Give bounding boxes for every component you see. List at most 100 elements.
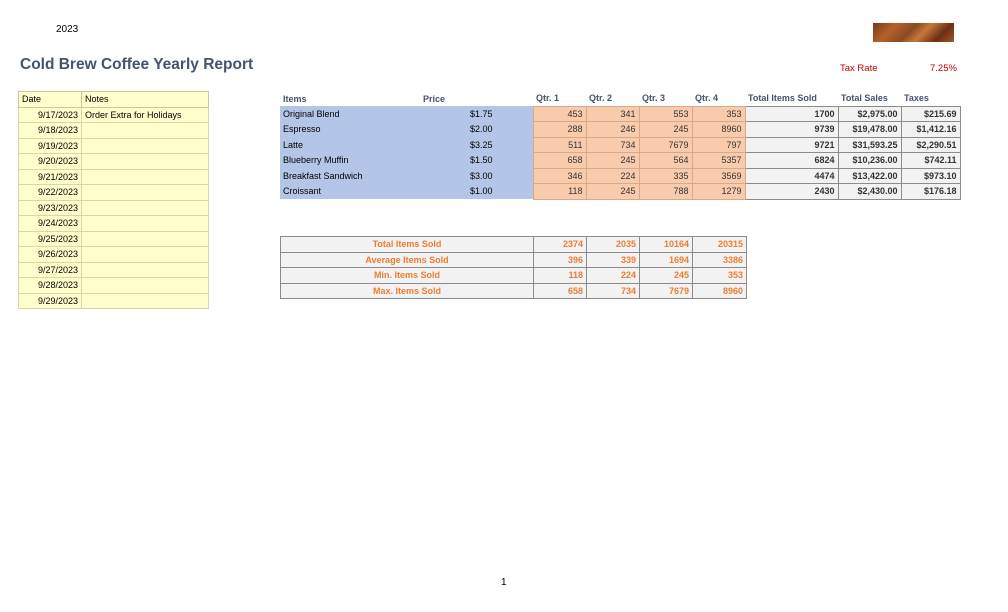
summary-qtr4-cell[interactable]: 8960	[692, 282, 747, 299]
notes-cell[interactable]	[81, 261, 209, 278]
qtr1-cell[interactable]: 288	[532, 121, 587, 138]
qtr4-cell[interactable]: 3569	[691, 167, 746, 184]
notes-cell[interactable]	[81, 246, 209, 263]
summary-qtr2-cell[interactable]: 224	[586, 267, 640, 284]
summary-qtr3-cell[interactable]: 245	[639, 267, 693, 284]
total-sales-cell[interactable]: $19,478.00	[837, 121, 902, 138]
date-cell[interactable]: 9/25/2023	[18, 230, 82, 247]
price-cell[interactable]: $1.50	[420, 152, 533, 168]
summary-qtr2-cell[interactable]: 734	[586, 282, 640, 299]
notes-cell[interactable]	[81, 292, 209, 309]
notes-cell[interactable]	[81, 168, 209, 185]
qtr1-cell[interactable]: 658	[532, 152, 587, 169]
date-cell[interactable]: 9/21/2023	[18, 168, 82, 185]
date-cell[interactable]: 9/19/2023	[18, 137, 82, 154]
notes-cell[interactable]	[81, 153, 209, 170]
item-name-cell[interactable]: Breakfast Sandwich	[280, 168, 420, 184]
notes-cell[interactable]	[81, 184, 209, 201]
summary-qtr1-cell[interactable]: 118	[533, 267, 587, 284]
qtr2-cell[interactable]: 734	[585, 136, 640, 153]
qtr3-cell[interactable]: 7679	[638, 136, 693, 153]
summary-label-cell[interactable]: Total Items Sold	[280, 236, 534, 253]
summary-qtr3-cell[interactable]: 1694	[639, 251, 693, 268]
total-items-cell[interactable]: 9721	[744, 136, 839, 153]
total-sales-cell[interactable]: $31,593.25	[837, 136, 902, 153]
notes-cell[interactable]	[81, 215, 209, 232]
taxes-cell[interactable]: $215.69	[900, 105, 961, 122]
price-cell[interactable]: $1.00	[420, 183, 533, 199]
total-items-cell[interactable]: 1700	[744, 105, 839, 122]
total-items-cell[interactable]: 6824	[744, 152, 839, 169]
price-cell[interactable]: $1.75	[420, 106, 533, 122]
qtr3-cell[interactable]: 335	[638, 167, 693, 184]
qtr2-cell[interactable]: 246	[585, 121, 640, 138]
date-cell[interactable]: 9/23/2023	[18, 199, 82, 216]
date-cell[interactable]: 9/26/2023	[18, 246, 82, 263]
item-name-cell[interactable]: Blueberry Muffin	[280, 152, 420, 168]
qtr4-cell[interactable]: 353	[691, 105, 746, 122]
summary-qtr3-cell[interactable]: 10164	[639, 236, 693, 253]
price-cell[interactable]: $3.00	[420, 168, 533, 184]
notes-cell[interactable]	[81, 122, 209, 139]
qtr2-cell[interactable]: 245	[585, 152, 640, 169]
taxes-cell[interactable]: $742.11	[900, 152, 961, 169]
date-cell[interactable]: 9/29/2023	[18, 292, 82, 309]
item-name-cell[interactable]: Latte	[280, 137, 420, 153]
date-cell[interactable]: 9/18/2023	[18, 122, 82, 139]
total-sales-cell[interactable]: $10,236.00	[837, 152, 902, 169]
notes-cell[interactable]: Order Extra for Holidays	[81, 106, 209, 123]
taxes-cell[interactable]: $1,412.16	[900, 121, 961, 138]
summary-qtr4-cell[interactable]: 353	[692, 267, 747, 284]
qtr1-cell[interactable]: 453	[532, 105, 587, 122]
qtr3-cell[interactable]: 245	[638, 121, 693, 138]
price-cell[interactable]: $2.00	[420, 121, 533, 137]
summary-label-cell[interactable]: Average Items Sold	[280, 251, 534, 268]
total-items-cell[interactable]: 2430	[744, 183, 839, 200]
date-cell[interactable]: 9/20/2023	[18, 153, 82, 170]
total-sales-cell[interactable]: $2,430.00	[837, 183, 902, 200]
total-sales-cell[interactable]: $2,975.00	[837, 105, 902, 122]
tax-rate-value[interactable]: 7.25%	[930, 63, 957, 74]
date-cell[interactable]: 9/28/2023	[18, 277, 82, 294]
qtr4-cell[interactable]: 797	[691, 136, 746, 153]
summary-qtr2-cell[interactable]: 2035	[586, 236, 640, 253]
coffee-beans-image[interactable]	[873, 23, 954, 42]
summary-qtr4-cell[interactable]: 20315	[692, 236, 747, 253]
date-cell[interactable]: 9/24/2023	[18, 215, 82, 232]
qtr1-cell[interactable]: 346	[532, 167, 587, 184]
qtr3-cell[interactable]: 553	[638, 105, 693, 122]
summary-label-cell[interactable]: Min. Items Sold	[280, 267, 534, 284]
date-cell[interactable]: 9/17/2023	[18, 106, 82, 123]
item-name-cell[interactable]: Original Blend	[280, 106, 420, 122]
summary-qtr1-cell[interactable]: 396	[533, 251, 587, 268]
summary-qtr1-cell[interactable]: 2374	[533, 236, 587, 253]
qtr1-cell[interactable]: 118	[532, 183, 587, 200]
qtr2-cell[interactable]: 341	[585, 105, 640, 122]
total-items-cell[interactable]: 4474	[744, 167, 839, 184]
taxes-cell[interactable]: $2,290.51	[900, 136, 961, 153]
item-name-cell[interactable]: Espresso	[280, 121, 420, 137]
taxes-cell[interactable]: $176.18	[900, 183, 961, 200]
price-cell[interactable]: $3.25	[420, 137, 533, 153]
summary-qtr2-cell[interactable]: 339	[586, 251, 640, 268]
summary-qtr1-cell[interactable]: 658	[533, 282, 587, 299]
qtr3-cell[interactable]: 564	[638, 152, 693, 169]
qtr2-cell[interactable]: 224	[585, 167, 640, 184]
summary-label-cell[interactable]: Max. Items Sold	[280, 282, 534, 299]
taxes-cell[interactable]: $973.10	[900, 167, 961, 184]
notes-cell[interactable]	[81, 199, 209, 216]
notes-cell[interactable]	[81, 277, 209, 294]
total-sales-cell[interactable]: $13,422.00	[837, 167, 902, 184]
item-name-cell[interactable]: Croissant	[280, 183, 420, 199]
summary-qtr4-cell[interactable]: 3386	[692, 251, 747, 268]
qtr4-cell[interactable]: 8960	[691, 121, 746, 138]
summary-qtr3-cell[interactable]: 7679	[639, 282, 693, 299]
qtr4-cell[interactable]: 5357	[691, 152, 746, 169]
qtr2-cell[interactable]: 245	[585, 183, 640, 200]
qtr1-cell[interactable]: 511	[532, 136, 587, 153]
notes-cell[interactable]	[81, 137, 209, 154]
qtr4-cell[interactable]: 1279	[691, 183, 746, 200]
notes-cell[interactable]	[81, 230, 209, 247]
date-cell[interactable]: 9/27/2023	[18, 261, 82, 278]
date-cell[interactable]: 9/22/2023	[18, 184, 82, 201]
